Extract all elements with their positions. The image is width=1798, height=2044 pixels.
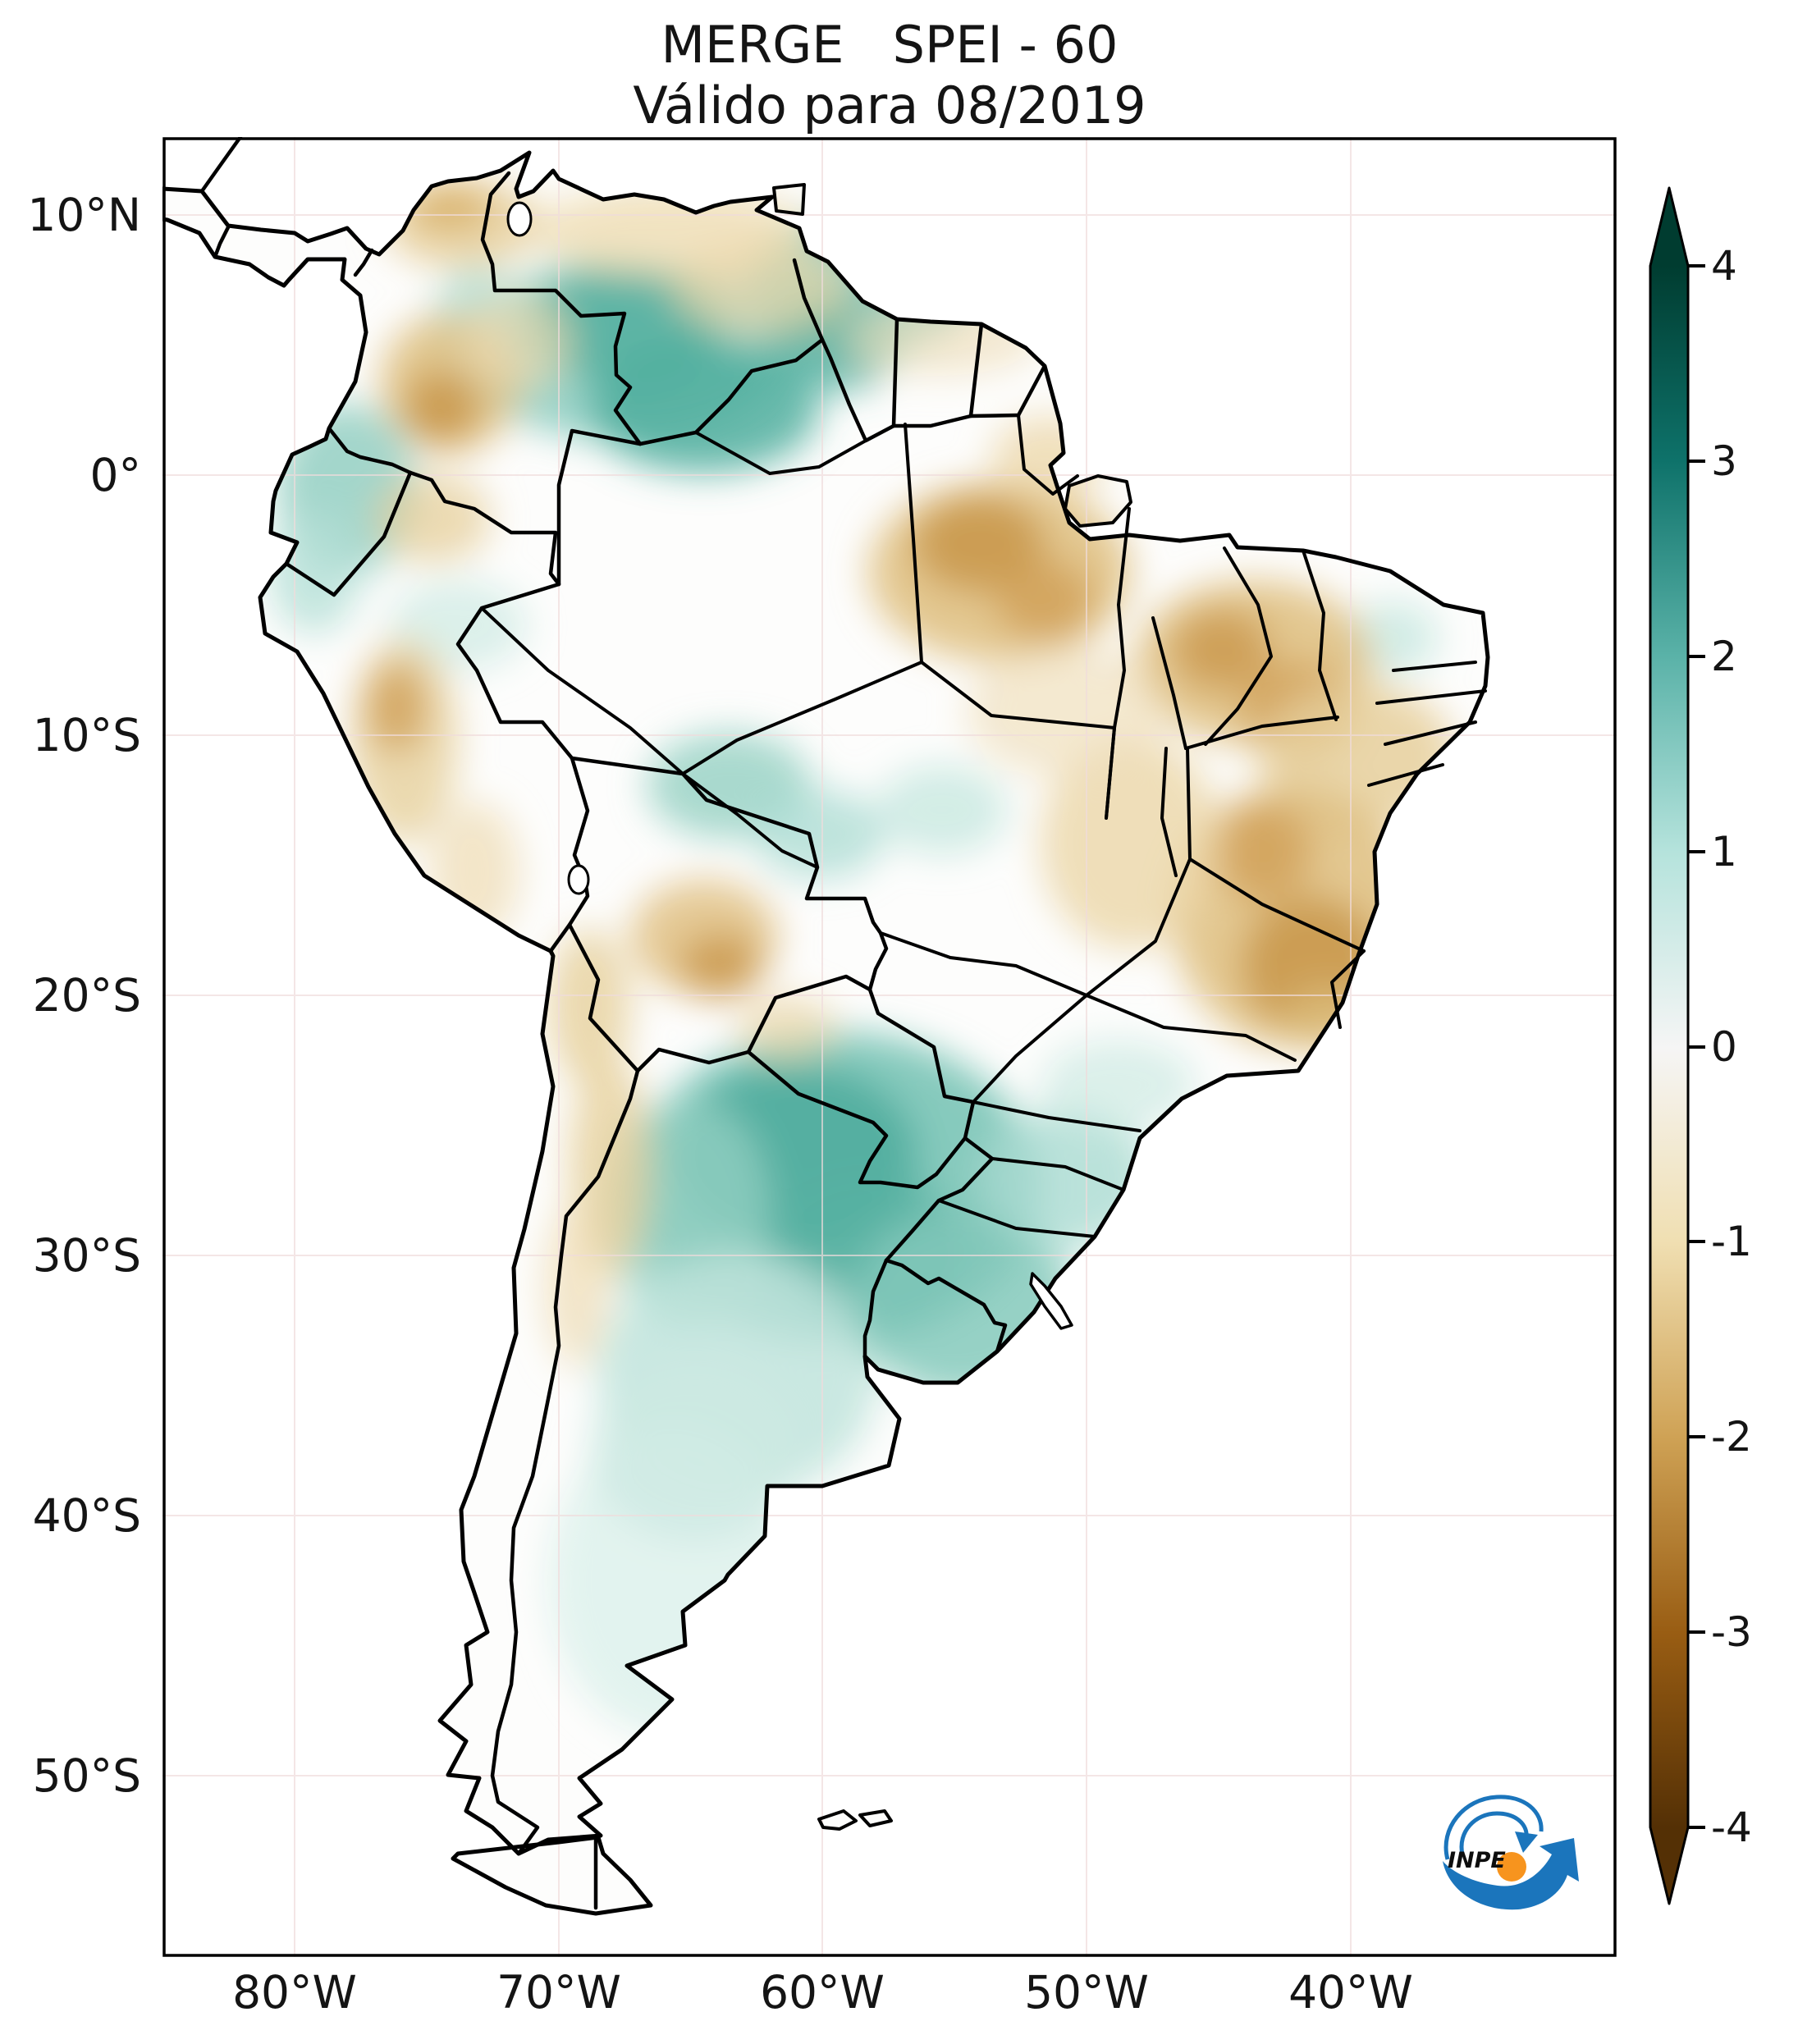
lat-tick-label: 10°S	[32, 709, 141, 761]
colorbar-tick-label: -3	[1711, 1608, 1752, 1656]
country-borders	[199, 137, 1047, 1910]
spei-raster	[162, 153, 1488, 1914]
colorbar-tick-label: 1	[1711, 828, 1737, 876]
lat-tick-label: 20°S	[32, 969, 141, 1022]
colorbar-ticks	[1688, 264, 1705, 1829]
colorbar-tick-label: 0	[1711, 1023, 1737, 1071]
colorbar-tick-label: -4	[1711, 1804, 1752, 1851]
figure-subtitle: Válido para 08/2019	[633, 75, 1146, 135]
lon-tick-label: 70°W	[496, 1966, 621, 2019]
inpe-swoosh-icon	[1443, 1838, 1579, 1910]
lon-tick-label: 80°W	[232, 1966, 357, 2019]
inpe-logo: INPE	[1443, 1795, 1579, 1910]
colorbar	[1649, 186, 1705, 1905]
inpe-spiral-icon	[1443, 1795, 1544, 1860]
colorbar-tick-label: 4	[1711, 242, 1737, 290]
colorbar-tick-label: 3	[1711, 437, 1737, 485]
lakes	[506, 201, 1073, 1330]
colorbar-gradient-bar	[1649, 186, 1690, 1905]
lat-tick-label: 50°S	[32, 1749, 141, 1802]
inpe-spiral-arrowhead-icon	[1515, 1831, 1538, 1853]
colorbar-tick-label: -2	[1711, 1413, 1752, 1461]
lat-tick-label: 0°	[89, 449, 142, 501]
colorbar-tick-label: -1	[1711, 1218, 1752, 1265]
map-frame	[162, 137, 1617, 1957]
lat-tick-label: 10°N	[27, 189, 141, 241]
south-america-coastline	[162, 150, 1490, 1916]
lon-tick-label: 50°W	[1024, 1966, 1149, 2019]
lon-tick-label: 40°W	[1288, 1966, 1413, 2019]
inpe-wordmark: INPE	[1448, 1848, 1506, 1873]
lat-tick-label: 40°S	[32, 1489, 141, 1542]
colorbar-tick-label: 2	[1711, 633, 1737, 680]
lat-tick-label: 30°S	[32, 1229, 141, 1282]
state-borders	[480, 414, 1487, 1238]
lon-tick-label: 60°W	[760, 1966, 885, 2019]
inpe-orange-ball-icon	[1497, 1852, 1526, 1882]
map-canvas	[162, 137, 1617, 1957]
figure-title: MERGE SPEI - 60	[661, 15, 1119, 75]
